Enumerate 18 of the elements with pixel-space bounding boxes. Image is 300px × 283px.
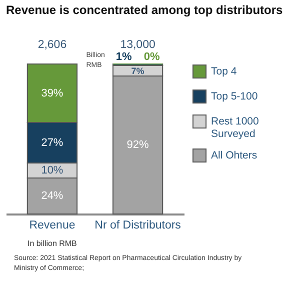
data-label: 92% [126, 139, 150, 151]
text: 13,000 [120, 39, 156, 51]
data-label: 24% [41, 190, 64, 202]
x-tick-label: Nr of Distributors [94, 220, 182, 232]
legend-label: Top 4 [211, 66, 237, 78]
data-label: 39% [41, 87, 64, 100]
data-label: 1% [116, 51, 132, 63]
chart-title: Revenue is concentrated among top distributors [6, 3, 284, 17]
data-label: 0% [144, 51, 160, 63]
text: 2,606 [38, 39, 67, 51]
x-tick-label: Revenue [29, 220, 76, 232]
legend-label: All Ohters [211, 150, 258, 162]
legend-label: Rest 1000 Surveyed [211, 116, 260, 140]
text: In billion RMB [28, 239, 77, 248]
legend-label: Top 5-100 [211, 90, 258, 102]
data-label: 7% [131, 66, 144, 76]
data-label: 27% [41, 136, 64, 149]
data-label: 10% [41, 164, 64, 176]
